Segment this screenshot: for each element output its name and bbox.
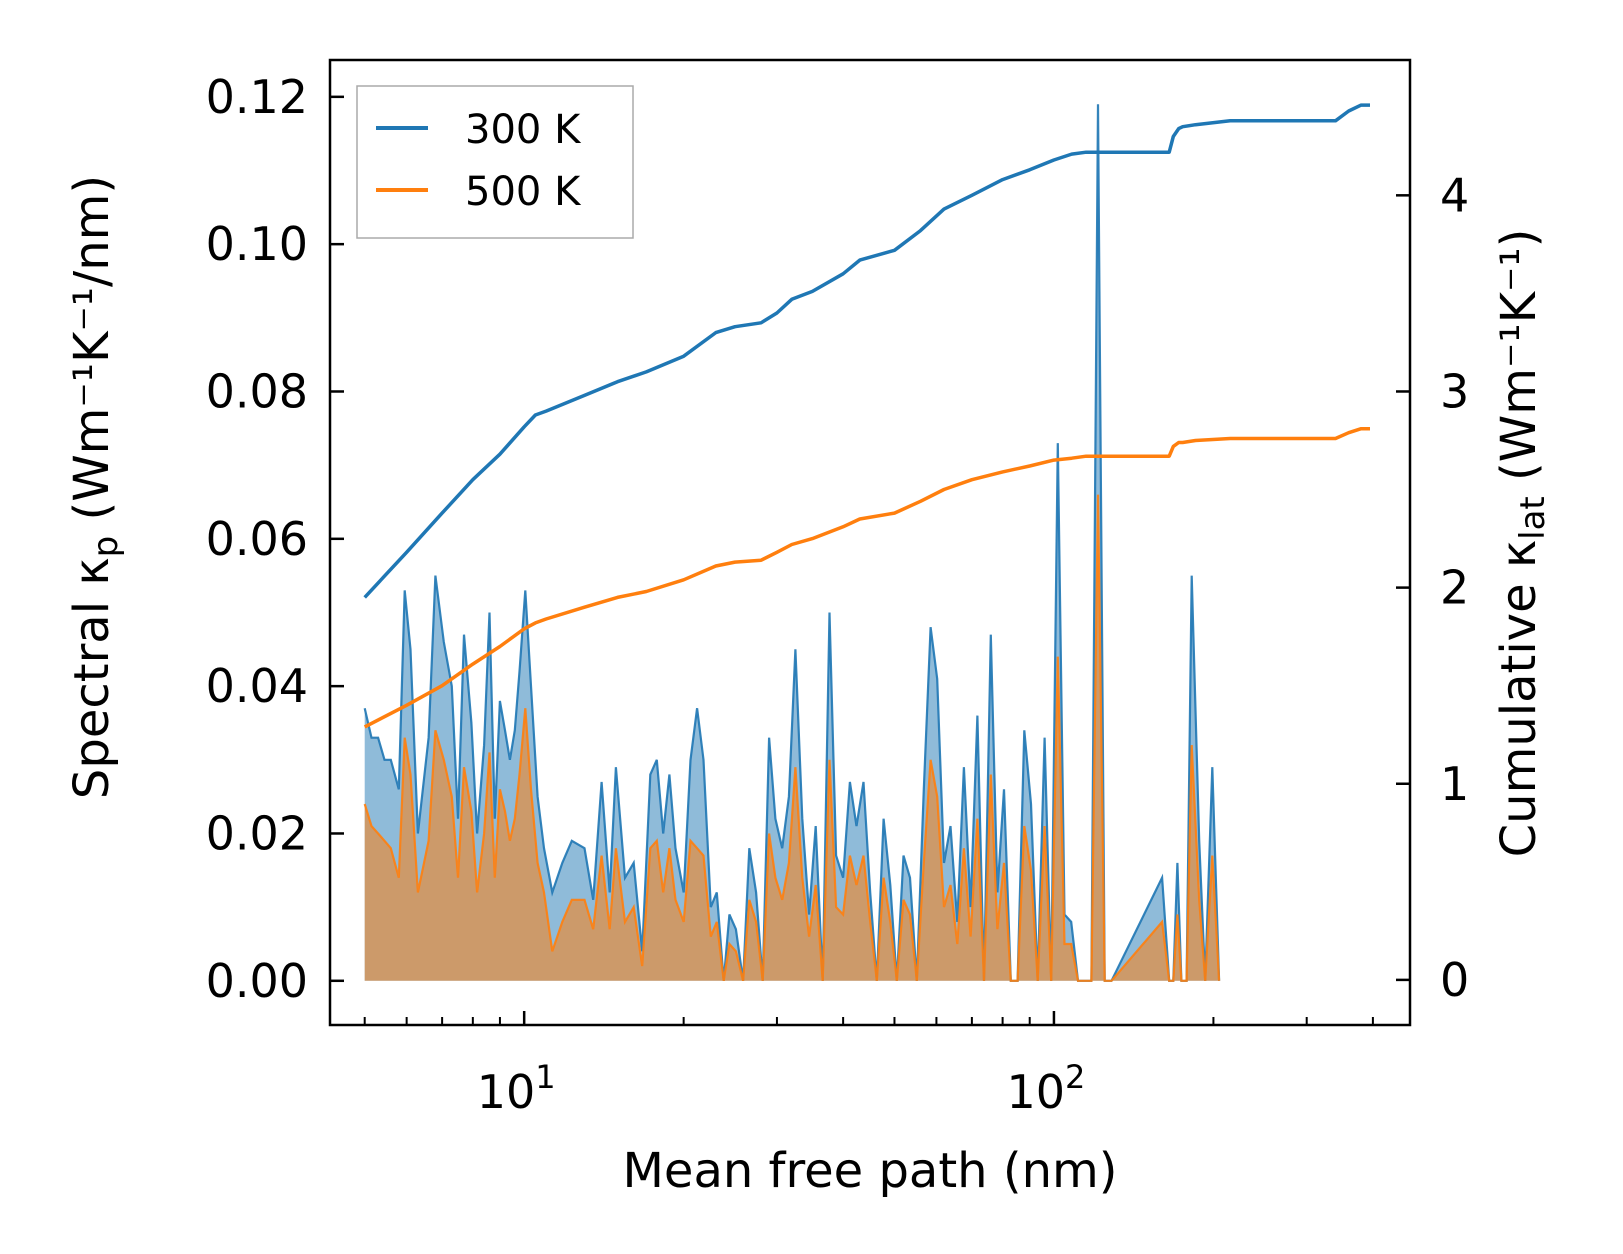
left-tick-label: 0.02 (206, 806, 308, 860)
x-tick-label: 101 (477, 1058, 556, 1119)
cumulative-line-500k (363, 426, 1370, 729)
legend-label-300k: 300 K (465, 107, 582, 153)
left-tick-label: 0.08 (206, 364, 308, 418)
right-tick-label: 3 (1440, 364, 1469, 418)
left-tick-label: 0.10 (206, 217, 308, 271)
cumulative-line-300k (363, 103, 1370, 599)
legend: 300 K 500 K (356, 85, 634, 239)
right-tick-label: 2 (1440, 561, 1469, 615)
spectral-line-500k (363, 494, 1221, 982)
left-tick-label: 0.06 (206, 512, 308, 566)
x-tick-label: 102 (1006, 1058, 1085, 1119)
right-tick-label: 4 (1440, 168, 1469, 222)
left-tick-label: 0.12 (206, 70, 308, 124)
legend-label-500k: 500 K (465, 169, 582, 215)
x-axis-label: Mean free path (nm) (623, 1143, 1118, 1199)
right-tick-label: 0 (1440, 953, 1469, 1007)
right-axis-label: Cumulative κlat (Wm⁻¹K⁻¹) (1491, 229, 1553, 858)
left-axis-label: Spectral κp (Wm⁻¹K⁻¹/nm) (64, 175, 126, 799)
right-tick-label: 1 (1440, 757, 1469, 811)
legend-box (356, 85, 634, 239)
plot-frame (328, 58, 1412, 1027)
left-tick-label: 0.04 (206, 659, 308, 713)
spectral-area-500k (364, 494, 1220, 981)
left-tick-label: 0.00 (206, 954, 308, 1008)
